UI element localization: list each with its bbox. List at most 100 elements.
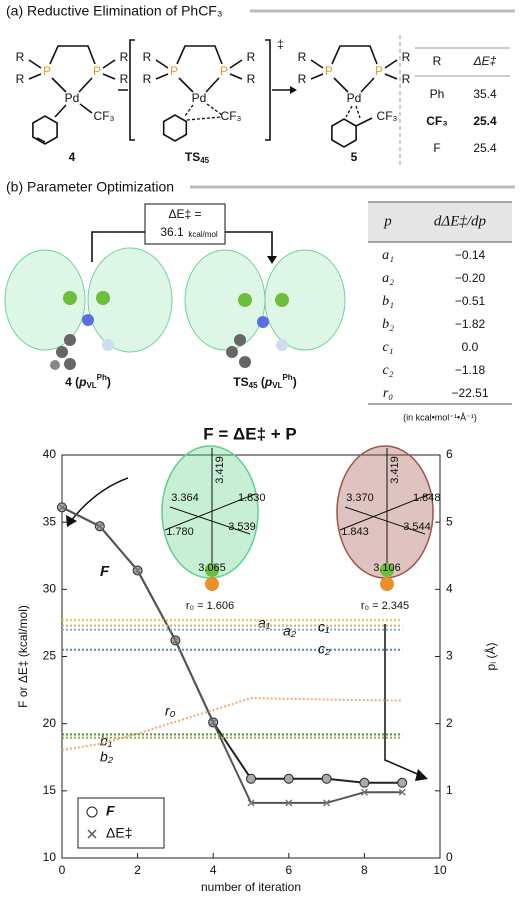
atom: P [375,64,383,78]
ellipsoid-inset: 3.419 1.848 3.370 3.544 1.843 3.106 r₀ = 2.345 [336,445,441,612]
atom [50,360,60,370]
cell: 0.0 [462,340,479,354]
atom [205,563,219,577]
atom: R [247,72,256,86]
ring [32,115,58,145]
cell: b₁ [382,294,394,309]
legend-label: ΔE‡ [106,825,132,841]
bond [54,103,93,118]
cell: −0.14 [455,248,486,262]
marker [323,799,331,807]
y-tick-label: 35 [43,514,57,528]
bond [310,45,398,93]
molecule-label: 4 (pVLPh) [65,373,111,390]
ellipsoid [87,247,173,353]
marker [134,566,142,575]
series-label: c₂ [318,641,331,657]
box [144,203,226,245]
y-tick-label: 30 [43,582,57,596]
series-line [61,506,403,804]
cell: F [433,141,440,155]
inset-label: 3.065 [198,562,226,574]
atom [275,293,289,307]
delta-box: ΔE‡ = 36.1 kcal/mol [91,203,277,264]
inset-label: 3.419 [214,456,226,484]
atom [64,358,76,370]
chart-title: F = ΔE‡ + P [203,424,296,443]
arrow-head [267,256,277,264]
atom [63,291,77,305]
y2-tick-label: 4 [446,582,453,596]
y-tick-label: 40 [43,447,57,461]
atom: P [43,64,51,78]
th: ΔE‡ [473,54,497,68]
cell: CF₃ [426,114,448,128]
series-label: a₁ [258,615,271,631]
cell: a₁ [382,248,394,263]
atom: R [120,50,129,64]
series-line [61,697,403,752]
atom: CF₃ [377,109,398,123]
t: p [264,375,272,389]
y2-tick-label: 0 [446,850,453,864]
series-label: r₀ [165,703,176,719]
ring [331,117,373,148]
legend: F ΔE‡ [77,797,165,849]
cell: 25.4 [473,114,497,128]
cell: Ph [430,87,445,101]
y-tick-label: 15 [43,783,57,797]
molecule-images [4,247,346,370]
ellipsoid [4,249,86,351]
bracket [91,231,273,262]
y-tick-label: 10 [43,850,57,864]
legend-marker [86,806,98,818]
t: ) [293,375,297,389]
cell: r₀ [383,386,393,401]
atom: R [298,72,307,86]
arrow-head [415,769,428,781]
inset-label: 1.843 [341,526,369,538]
t: TS [233,375,248,389]
atom: R [143,50,152,64]
x-tick-label: 6 [285,863,292,877]
series-label: b₂ [100,749,114,765]
x-tick-label: 0 [59,863,66,877]
x-tick-label: 2 [134,863,141,877]
bond [28,45,116,93]
x-tick-label: 8 [361,863,368,877]
atom: CF₃ [94,109,115,123]
marker [283,773,294,784]
marker [247,799,255,807]
ellipsoid-inset: 3.419 1.830 3.364 3.539 1.780 3.065 r₀ = 1.606 [161,445,266,612]
molecule-label: TS45 (pVLPh) [233,373,296,390]
cell: b₂ [382,317,394,332]
atom: P [325,64,333,78]
label-part: TS [185,150,200,164]
x-tick-label: 10 [433,863,447,877]
panel-title: (b) Parameter Optimization [6,179,174,195]
axes [339,448,431,572]
legend-label: F [106,803,115,819]
inset-label: 3.539 [228,521,256,533]
cell: c₂ [382,363,393,378]
ellipsoid [264,249,346,351]
chart: 10 15 20 25 30 35 40 0 1 2 3 4 5 6 0 2 4 6 8 10 number of it… [16,445,498,894]
box-value: 36.1 [160,225,184,239]
t: 4 ( [65,375,79,389]
th: R [433,54,442,68]
y-tick-label: 25 [43,649,57,663]
arrow [69,477,129,523]
atom: R [16,72,25,86]
cell: a₂ [382,271,394,286]
atom [380,563,394,577]
inset-r0: r₀ = 2.345 [361,600,409,612]
box-text: ΔE‡ = [168,207,201,221]
y2-tick-label: 2 [446,716,453,730]
inset-label: 3.370 [346,492,374,504]
atom [380,577,394,591]
marker [58,503,66,511]
marker [397,777,408,788]
inset-label: 1.780 [166,526,194,538]
